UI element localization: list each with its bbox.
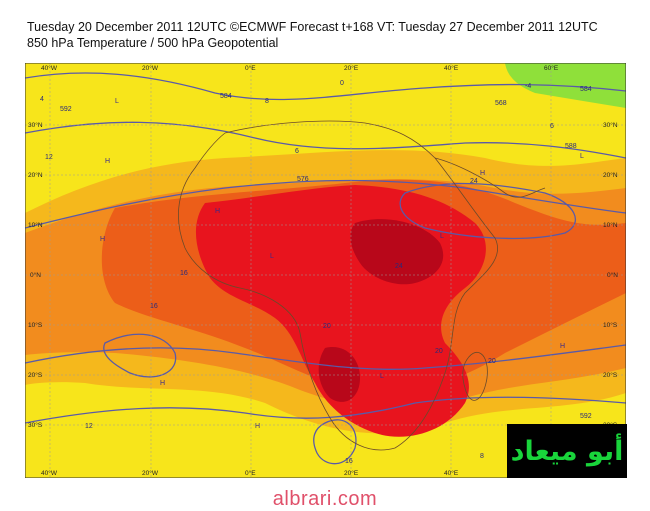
contour-label: 12 bbox=[45, 154, 53, 161]
lon-label: 20°E bbox=[344, 469, 359, 477]
lon-label: 60°E bbox=[544, 64, 559, 72]
lon-label: 20°W bbox=[142, 64, 159, 72]
watermark-logo: أبو ميعاد bbox=[507, 424, 627, 478]
coastlines bbox=[178, 120, 546, 451]
lat-label: 0°N bbox=[30, 271, 41, 279]
temp-band-deep-red-south bbox=[318, 347, 360, 402]
contour-label: 20 bbox=[323, 323, 331, 330]
lat-label: 0°N bbox=[607, 271, 618, 279]
lon-label: 40°E bbox=[444, 469, 459, 477]
contour-label: 0 bbox=[340, 80, 344, 87]
lon-label: 20°E bbox=[344, 64, 359, 72]
contour-label: 20 bbox=[435, 348, 443, 355]
temperature-map: H H H H H H H L L L L L 4 12 16 16 20 24… bbox=[25, 63, 626, 478]
low-mark: L bbox=[580, 153, 584, 160]
lat-lon-grid bbox=[25, 63, 626, 478]
lat-label: 20°N bbox=[603, 171, 618, 179]
contour-label: 6 bbox=[295, 148, 299, 155]
lat-label: 30°N bbox=[28, 121, 43, 129]
contour-label: 6 bbox=[550, 123, 554, 130]
lat-label: 10°S bbox=[603, 321, 618, 329]
contour-label: 16 bbox=[150, 303, 158, 310]
temp-band-deep-red bbox=[350, 219, 444, 285]
lon-axis-top: 40°W 20°W 0°E 20°E 40°E 60°E bbox=[41, 64, 559, 72]
lon-label: 40°W bbox=[41, 469, 58, 477]
low-mark: L bbox=[380, 373, 384, 380]
low-mark: L bbox=[270, 253, 274, 260]
high-mark: H bbox=[215, 208, 220, 215]
contour-label: 592 bbox=[60, 106, 72, 113]
contour-label: -4 bbox=[525, 83, 531, 90]
contour-label: 588 bbox=[565, 143, 577, 150]
low-mark: L bbox=[115, 98, 119, 105]
high-mark: H bbox=[560, 343, 565, 350]
contour-label: 584 bbox=[580, 86, 592, 93]
contour-label: 568 bbox=[495, 100, 507, 107]
contour-label: 20 bbox=[488, 358, 496, 365]
contour-label: 8 bbox=[265, 98, 269, 105]
pressure-marks: H H H H H H H L L L L L bbox=[100, 98, 584, 430]
contour-label: 576 bbox=[297, 176, 309, 183]
high-mark: H bbox=[160, 380, 165, 387]
contour-label: 8 bbox=[480, 453, 484, 460]
site-footer-link[interactable]: albrari.com bbox=[272, 488, 378, 510]
low-mark: L bbox=[440, 233, 444, 240]
lon-label: 40°W bbox=[41, 64, 58, 72]
contour-label: 12 bbox=[85, 423, 93, 430]
lat-label: 20°N bbox=[28, 171, 43, 179]
lon-label: 0°E bbox=[245, 64, 256, 72]
map-subtitle: 850 hPa Temperature / 500 hPa Geopotenti… bbox=[27, 36, 279, 50]
high-mark: H bbox=[255, 423, 260, 430]
geopotential-contours bbox=[25, 72, 626, 465]
lat-label: 10°S bbox=[28, 321, 43, 329]
high-mark: H bbox=[100, 236, 105, 243]
contour-label: 24 bbox=[470, 178, 478, 185]
contour-label: 16 bbox=[345, 458, 353, 465]
lat-label: 10°N bbox=[603, 221, 618, 229]
lat-label: 10°N bbox=[28, 221, 43, 229]
lon-axis-bottom: 40°W 20°W 0°E 20°E 40°E bbox=[41, 469, 459, 477]
lat-label: 20°S bbox=[28, 371, 43, 379]
contour-labels: 4 12 16 16 20 24 24 20 20 12 16 568 584 … bbox=[40, 80, 592, 465]
high-mark: H bbox=[480, 170, 485, 177]
contour-label: 592 bbox=[580, 413, 592, 420]
lon-label: 20°W bbox=[142, 469, 159, 477]
high-mark: H bbox=[105, 158, 110, 165]
contour-label: 24 bbox=[395, 263, 403, 270]
lon-label: 40°E bbox=[444, 64, 459, 72]
lat-axis-left: 30°N 20°N 10°N 0°N 10°S 20°S 30°S bbox=[28, 121, 43, 429]
lon-label: 0°E bbox=[245, 469, 256, 477]
lat-label: 20°S bbox=[603, 371, 618, 379]
contour-label: 16 bbox=[180, 270, 188, 277]
contour-label: 4 bbox=[40, 96, 44, 103]
lat-label: 30°N bbox=[603, 121, 618, 129]
lat-label: 30°S bbox=[28, 421, 43, 429]
contour-label: 584 bbox=[220, 93, 232, 100]
map-title: Tuesday 20 December 2011 12UTC ©ECMWF Fo… bbox=[27, 20, 598, 34]
